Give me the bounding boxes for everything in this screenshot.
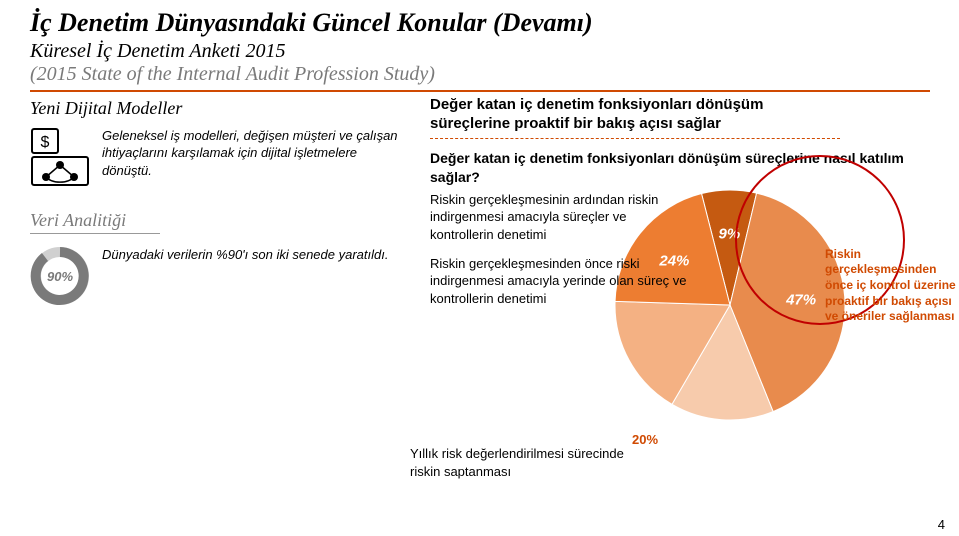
ninety-percent-label: 90% — [47, 269, 73, 284]
left-item-2-text: Dünyadaki verilerin %90'ı son iki senede… — [102, 246, 410, 264]
subtitle-line-1: Küresel İç Denetim Anketi 2015 — [30, 40, 929, 63]
veri-analitigi-header: Veri Analitiği — [30, 210, 160, 234]
ninety-percent-icon: 90% — [30, 246, 90, 311]
option-3: Yıllık risk değerlendirilmesi sürecinde … — [410, 445, 630, 480]
option-legend-right: Riskin gerçekleşmesinden önce iç kontrol… — [825, 247, 959, 325]
twenty-pct-label: 20% — [632, 432, 658, 447]
business-model-icon: $ — [30, 127, 90, 192]
left-item-1-text: Geleneksel iş modelleri, değişen müşteri… — [102, 127, 410, 180]
svg-text:$: $ — [41, 134, 50, 151]
subtitle-line-2: (2015 State of the Internal Audit Profes… — [30, 63, 929, 86]
option-2: Riskin gerçekleşmesinden önce riski indi… — [430, 255, 710, 308]
divider-orange — [30, 90, 930, 92]
page-number: 4 — [938, 517, 945, 532]
right-heading: Değer katan iç denetim fonksiyonları dön… — [430, 95, 840, 134]
page-title: İç Denetim Dünyasındaki Güncel Konular (… — [30, 8, 929, 38]
